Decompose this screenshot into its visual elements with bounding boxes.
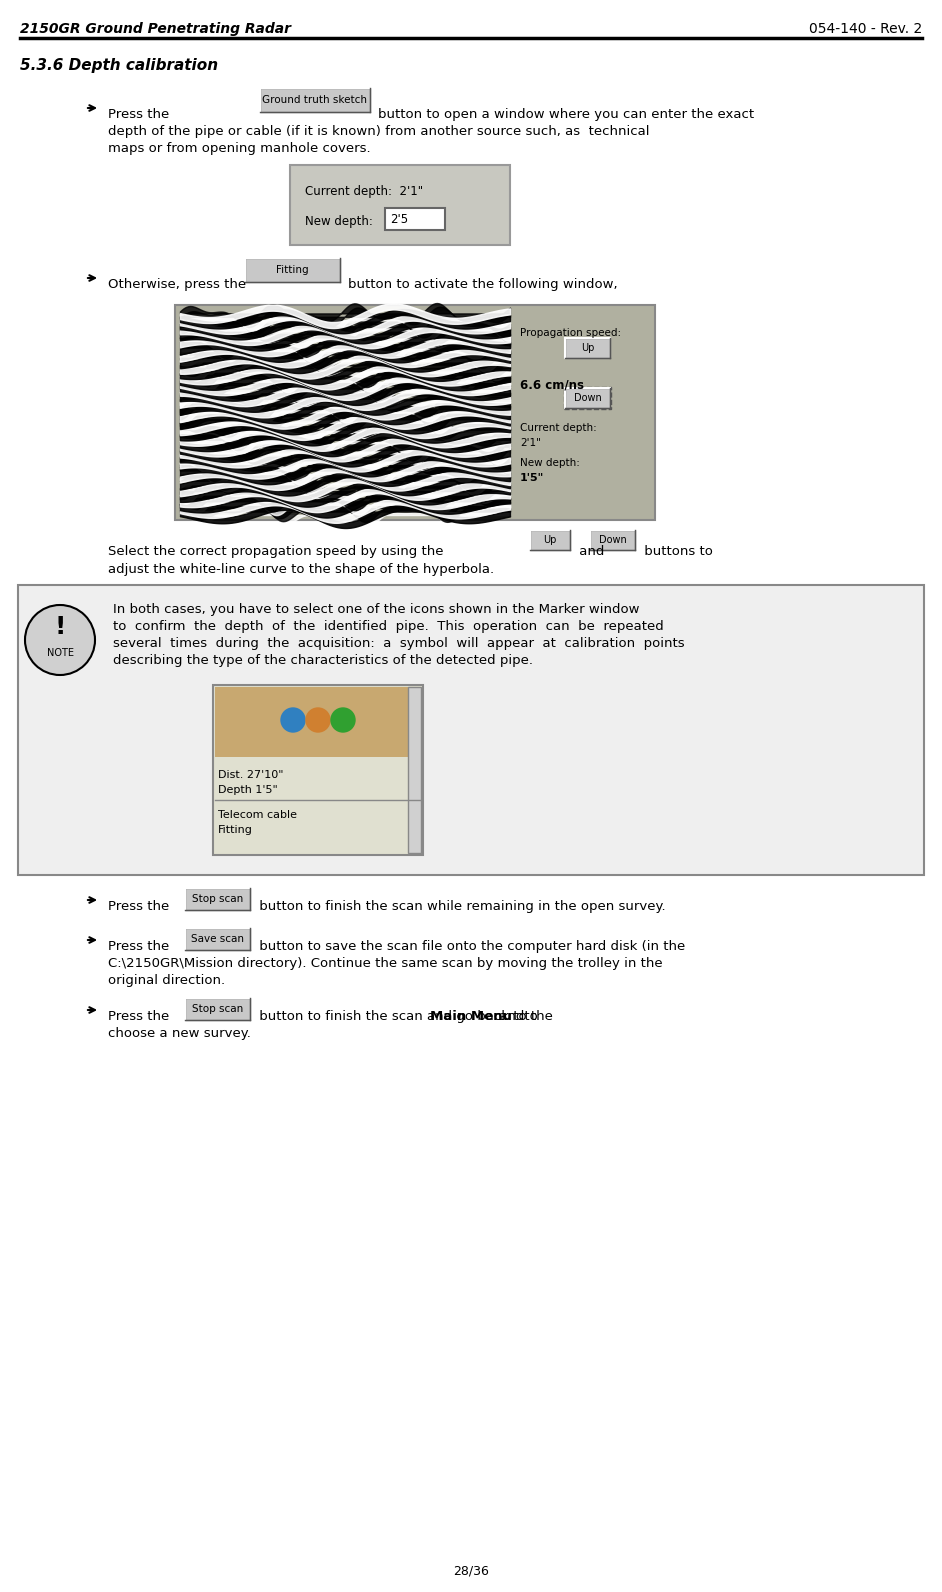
FancyBboxPatch shape — [213, 685, 423, 855]
Text: Up: Up — [544, 535, 557, 544]
Text: choose a new survey.: choose a new survey. — [108, 1027, 251, 1040]
Text: button to activate the following window,: button to activate the following window, — [348, 279, 618, 291]
Text: Stop scan: Stop scan — [192, 895, 243, 904]
Text: Press the: Press the — [108, 899, 173, 912]
Text: and: and — [575, 544, 609, 559]
Text: New depth:: New depth: — [305, 215, 373, 228]
FancyBboxPatch shape — [290, 166, 510, 245]
FancyBboxPatch shape — [530, 530, 570, 549]
Text: NOTE: NOTE — [46, 648, 73, 657]
Text: Ground truth sketch: Ground truth sketch — [263, 96, 367, 105]
FancyBboxPatch shape — [260, 88, 370, 111]
Text: Otherwise, press the: Otherwise, press the — [108, 279, 251, 291]
Text: 6.6 cm/ns: 6.6 cm/ns — [520, 377, 584, 392]
Text: 2150GR Ground Penetrating Radar: 2150GR Ground Penetrating Radar — [20, 22, 291, 37]
FancyBboxPatch shape — [215, 688, 421, 758]
Text: depth of the pipe or cable (if it is known) from another source such, as  techni: depth of the pipe or cable (if it is kno… — [108, 126, 649, 139]
Text: andto: andto — [495, 1009, 538, 1024]
Text: 1'5": 1'5" — [520, 473, 544, 482]
Text: Current depth:  2'1": Current depth: 2'1" — [305, 185, 423, 197]
FancyBboxPatch shape — [590, 530, 635, 549]
Text: original direction.: original direction. — [108, 974, 225, 987]
Circle shape — [25, 605, 95, 675]
FancyBboxPatch shape — [385, 209, 445, 229]
FancyBboxPatch shape — [245, 258, 340, 282]
Circle shape — [281, 708, 305, 732]
Text: New depth:: New depth: — [520, 458, 580, 468]
Text: 054-140 - Rev. 2: 054-140 - Rev. 2 — [809, 22, 922, 37]
FancyBboxPatch shape — [18, 584, 924, 876]
FancyBboxPatch shape — [565, 388, 610, 408]
Text: adjust the white-line curve to the shape of the hyperbola.: adjust the white-line curve to the shape… — [108, 564, 495, 576]
Text: Main Menu: Main Menu — [430, 1009, 512, 1024]
Text: several  times  during  the  acquisition:  a  symbol  will  appear  at  calibrat: several times during the acquisition: a … — [113, 637, 685, 650]
Circle shape — [306, 708, 330, 732]
Circle shape — [331, 708, 355, 732]
Text: Fitting: Fitting — [218, 825, 252, 834]
Text: 2'1": 2'1" — [520, 438, 541, 447]
Text: Dist. 27'10": Dist. 27'10" — [218, 771, 284, 780]
Text: Depth 1'5": Depth 1'5" — [218, 785, 278, 794]
Text: C:\2150GR\Mission directory). Continue the same scan by moving the trolley in th: C:\2150GR\Mission directory). Continue t… — [108, 957, 662, 970]
Text: 2'5: 2'5 — [390, 213, 408, 226]
Text: 28/36: 28/36 — [453, 1565, 489, 1578]
Text: 5.3.6 Depth calibration: 5.3.6 Depth calibration — [20, 57, 219, 73]
Text: In both cases, you have to select one of the icons shown in the Marker window: In both cases, you have to select one of… — [113, 603, 640, 616]
FancyBboxPatch shape — [565, 338, 610, 358]
Text: buttons to: buttons to — [640, 544, 713, 559]
FancyBboxPatch shape — [175, 306, 655, 521]
Text: button to finish the scan while remaining in the open survey.: button to finish the scan while remainin… — [255, 899, 666, 912]
Text: Press the: Press the — [108, 939, 173, 954]
FancyBboxPatch shape — [185, 888, 250, 911]
Text: button to finish the scan and go back to the: button to finish the scan and go back to… — [255, 1009, 557, 1024]
FancyBboxPatch shape — [185, 998, 250, 1020]
FancyBboxPatch shape — [408, 688, 421, 853]
Text: Telecom cable: Telecom cable — [218, 810, 297, 820]
Text: Up: Up — [581, 342, 594, 353]
Bar — [564, 387, 611, 409]
Text: Stop scan: Stop scan — [192, 1005, 243, 1014]
Text: Fitting: Fitting — [276, 264, 309, 275]
Text: describing the type of the characteristics of the detected pipe.: describing the type of the characteristi… — [113, 654, 533, 667]
Text: Down: Down — [574, 393, 601, 403]
Text: button to open a window where you can enter the exact: button to open a window where you can en… — [378, 108, 755, 121]
Text: Save scan: Save scan — [191, 935, 244, 944]
Text: Propagation speed:: Propagation speed: — [520, 328, 621, 338]
Text: Down: Down — [598, 535, 626, 544]
Text: Current depth:: Current depth: — [520, 423, 596, 433]
Text: maps or from opening manhole covers.: maps or from opening manhole covers. — [108, 142, 370, 154]
FancyBboxPatch shape — [185, 928, 250, 950]
Text: Select the correct propagation speed by using the: Select the correct propagation speed by … — [108, 544, 447, 559]
Text: Press the: Press the — [108, 108, 173, 121]
Text: button to save the scan file onto the computer hard disk (in the: button to save the scan file onto the co… — [255, 939, 685, 954]
Text: to  confirm  the  depth  of  the  identified  pipe.  This  operation  can  be  r: to confirm the depth of the identified p… — [113, 619, 664, 634]
Text: Press the: Press the — [108, 1009, 173, 1024]
Text: !: ! — [55, 615, 66, 638]
